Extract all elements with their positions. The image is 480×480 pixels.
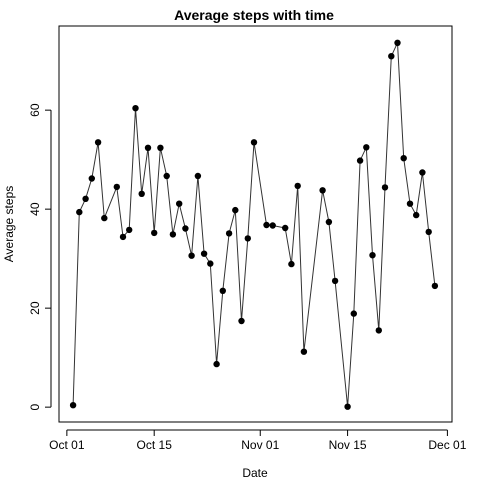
data-point-2012-10-23 bbox=[200, 250, 208, 257]
data-point-2012-10-30 bbox=[244, 235, 251, 242]
data-point-2012-11-12 bbox=[325, 218, 333, 226]
data-point-2012-11-18 bbox=[363, 144, 370, 151]
data-point-2012-10-27 bbox=[225, 230, 233, 237]
data-point-2012-10-25 bbox=[213, 360, 220, 368]
data-point-2012-11-11 bbox=[319, 187, 326, 194]
data-point-2012-11-19 bbox=[369, 252, 376, 259]
x-tick-label: Oct 01 bbox=[49, 438, 85, 452]
data-point-2012-11-25 bbox=[406, 200, 414, 207]
data-point-2012-11-08 bbox=[300, 348, 308, 355]
data-point-2012-10-20 bbox=[182, 225, 189, 232]
data-point-2012-10-10 bbox=[119, 233, 127, 241]
data-point-2012-11-21 bbox=[381, 184, 389, 191]
data-point-2012-10-11 bbox=[126, 226, 133, 234]
data-point-2012-10-21 bbox=[188, 252, 195, 259]
data-point-2012-10-24 bbox=[207, 260, 214, 267]
data-point-2012-10-02 bbox=[69, 402, 77, 409]
data-point-2012-10-06 bbox=[94, 139, 102, 146]
y-tick-label: 0 bbox=[28, 403, 42, 410]
data-point-2012-11-05 bbox=[282, 224, 289, 232]
data-point-2012-11-27 bbox=[419, 169, 426, 176]
x-tick-label: Nov 15 bbox=[329, 438, 367, 452]
x-tick-label: Nov 01 bbox=[241, 438, 279, 452]
y-tick-label: 40 bbox=[28, 202, 42, 216]
data-points bbox=[69, 39, 439, 410]
data-point-2012-10-29 bbox=[238, 317, 245, 325]
data-point-2012-10-07 bbox=[101, 214, 108, 222]
data-point-2012-10-13 bbox=[138, 190, 145, 197]
series-line bbox=[72, 42, 436, 407]
data-point-2012-11-17 bbox=[356, 157, 364, 164]
data-point-2012-10-19 bbox=[176, 200, 183, 207]
data-point-2012-10-12 bbox=[132, 105, 139, 112]
data-point-2012-11-06 bbox=[288, 260, 295, 268]
y-axis-label: Average steps bbox=[2, 186, 16, 263]
data-point-2012-10-22 bbox=[194, 172, 202, 180]
y-axis: 0 20 40 60 bbox=[28, 103, 52, 410]
data-point-2012-10-15 bbox=[151, 229, 158, 237]
data-point-2012-10-28 bbox=[232, 206, 239, 214]
data-point-2012-11-20 bbox=[375, 327, 382, 334]
x-axis-label: Date bbox=[242, 466, 268, 480]
data-point-2012-10-17 bbox=[163, 172, 170, 180]
data-point-2012-10-05 bbox=[88, 175, 96, 182]
data-point-2012-10-14 bbox=[144, 144, 152, 151]
x-tick-label: Oct 15 bbox=[137, 438, 173, 452]
data-point-2012-11-29 bbox=[431, 282, 439, 290]
data-point-2012-11-02 bbox=[263, 221, 270, 229]
data-point-2012-11-03 bbox=[269, 222, 276, 229]
data-point-2012-10-31 bbox=[250, 139, 258, 146]
data-point-2012-11-16 bbox=[350, 310, 357, 317]
data-point-2012-10-26 bbox=[219, 287, 226, 294]
data-point-2012-11-13 bbox=[331, 277, 339, 285]
data-point-2012-10-09 bbox=[113, 183, 121, 191]
y-tick-label: 20 bbox=[28, 301, 42, 315]
data-point-2012-11-15 bbox=[344, 403, 351, 410]
data-point-2012-11-26 bbox=[413, 211, 420, 219]
x-axis: Oct 01 Oct 15 Nov 01 Nov 15 Dec 01 bbox=[49, 429, 467, 452]
data-point-2012-11-22 bbox=[388, 53, 395, 60]
data-point-2012-10-03 bbox=[76, 208, 83, 216]
x-tick-label: Dec 01 bbox=[428, 438, 466, 452]
y-tick-label: 60 bbox=[28, 103, 42, 117]
data-point-2012-10-16 bbox=[157, 144, 164, 151]
data-point-2012-10-04 bbox=[82, 195, 89, 202]
data-point-2012-10-18 bbox=[169, 231, 177, 238]
plot-frame bbox=[58, 25, 453, 423]
data-point-2012-11-24 bbox=[400, 155, 407, 162]
data-point-2012-11-23 bbox=[394, 39, 401, 46]
chart-title: Average steps with time bbox=[174, 7, 334, 23]
data-point-2012-11-07 bbox=[294, 182, 301, 190]
data-point-2012-11-28 bbox=[425, 228, 432, 236]
